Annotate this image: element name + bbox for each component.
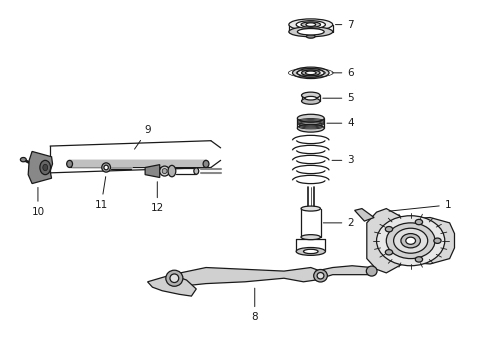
Ellipse shape xyxy=(293,67,329,78)
Text: 7: 7 xyxy=(336,19,354,30)
Ellipse shape xyxy=(168,165,176,177)
Ellipse shape xyxy=(301,206,320,211)
Polygon shape xyxy=(28,152,52,184)
Ellipse shape xyxy=(301,92,320,99)
Ellipse shape xyxy=(297,68,324,77)
Ellipse shape xyxy=(43,164,48,171)
Polygon shape xyxy=(367,208,455,273)
Ellipse shape xyxy=(21,157,26,162)
Ellipse shape xyxy=(406,237,416,244)
Ellipse shape xyxy=(305,71,316,75)
Ellipse shape xyxy=(297,124,324,132)
Ellipse shape xyxy=(296,248,325,255)
Text: 8: 8 xyxy=(251,288,258,322)
Ellipse shape xyxy=(289,19,333,30)
Ellipse shape xyxy=(385,249,392,255)
Text: 6: 6 xyxy=(332,68,354,78)
Ellipse shape xyxy=(301,98,320,104)
Ellipse shape xyxy=(386,223,435,258)
Ellipse shape xyxy=(203,160,209,167)
Ellipse shape xyxy=(40,160,50,175)
Ellipse shape xyxy=(301,70,320,76)
Ellipse shape xyxy=(160,166,170,176)
Ellipse shape xyxy=(301,235,320,240)
Text: 10: 10 xyxy=(31,188,45,217)
Ellipse shape xyxy=(367,266,377,276)
Ellipse shape xyxy=(393,228,428,253)
Ellipse shape xyxy=(301,22,320,27)
Text: 12: 12 xyxy=(151,182,164,213)
Ellipse shape xyxy=(376,216,445,266)
Text: 11: 11 xyxy=(95,177,108,210)
Ellipse shape xyxy=(104,165,108,170)
Ellipse shape xyxy=(297,28,324,35)
Polygon shape xyxy=(355,208,374,221)
Ellipse shape xyxy=(434,238,441,243)
Ellipse shape xyxy=(385,226,392,232)
Text: 9: 9 xyxy=(135,125,151,149)
Polygon shape xyxy=(145,165,160,177)
Ellipse shape xyxy=(170,274,179,283)
Polygon shape xyxy=(147,275,196,296)
Text: 5: 5 xyxy=(323,93,354,103)
Text: 2: 2 xyxy=(323,218,354,228)
Ellipse shape xyxy=(67,160,73,167)
Ellipse shape xyxy=(303,249,318,253)
Ellipse shape xyxy=(314,270,327,282)
Ellipse shape xyxy=(416,219,422,225)
Ellipse shape xyxy=(416,257,422,262)
Ellipse shape xyxy=(289,27,333,37)
Ellipse shape xyxy=(305,96,317,100)
Ellipse shape xyxy=(317,273,324,279)
Ellipse shape xyxy=(306,35,315,38)
Ellipse shape xyxy=(297,114,324,122)
Polygon shape xyxy=(172,267,320,285)
Ellipse shape xyxy=(166,270,183,286)
Ellipse shape xyxy=(401,234,420,248)
Ellipse shape xyxy=(194,168,199,174)
Polygon shape xyxy=(316,266,372,280)
Bar xyxy=(70,160,206,167)
Ellipse shape xyxy=(306,23,316,26)
Ellipse shape xyxy=(162,168,167,174)
Ellipse shape xyxy=(102,163,111,172)
Ellipse shape xyxy=(296,21,325,28)
Text: 4: 4 xyxy=(327,118,354,128)
Text: 3: 3 xyxy=(332,156,354,165)
Text: 1: 1 xyxy=(389,200,451,211)
